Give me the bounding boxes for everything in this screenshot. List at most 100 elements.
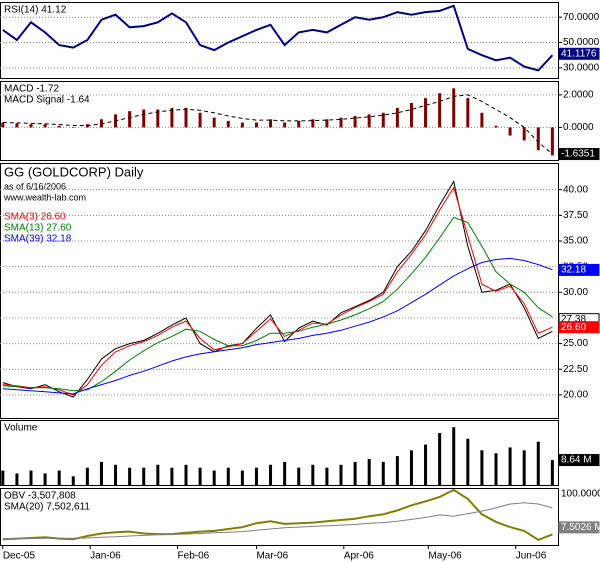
bar [57, 125, 61, 128]
x-tick-label: Dec-05 [3, 551, 36, 562]
y-tick-label: 37.50 [563, 210, 588, 221]
bar [128, 111, 132, 128]
bar [522, 450, 526, 485]
bar [381, 461, 385, 485]
bar [1, 122, 5, 128]
end-label-box [558, 263, 600, 276]
end-label: 7.5026 M [561, 522, 600, 533]
x-tick-label: Jan-06 [90, 551, 121, 562]
bar [198, 467, 202, 485]
y-tick-label: 20.00 [563, 390, 588, 401]
y-tick-label: 30.00 [563, 287, 588, 298]
series-line [2, 488, 553, 542]
bar [128, 467, 132, 485]
bar [297, 467, 301, 485]
panel [0, 2, 559, 79]
bar [283, 461, 287, 485]
bar [1, 470, 5, 485]
bar [15, 123, 19, 128]
bar [550, 127, 554, 156]
series-line [2, 4, 554, 72]
bar [184, 107, 188, 128]
bar [269, 119, 273, 128]
bar [325, 467, 329, 485]
bar [424, 444, 428, 485]
series-line [2, 502, 553, 540]
y-tick-label: 50.0000 [563, 37, 600, 48]
bar [170, 467, 174, 485]
y-tick-label: 22.50 [563, 364, 588, 375]
bar [240, 122, 244, 128]
bar [381, 112, 385, 128]
bar [29, 124, 33, 128]
series-line [2, 94, 553, 155]
y-tick-label: 40.00 [563, 184, 588, 195]
bar [339, 464, 343, 485]
bar [283, 122, 287, 128]
bar [367, 459, 371, 485]
end-label: 27.38 [561, 314, 586, 325]
end-label-box [558, 148, 600, 161]
bar [536, 441, 540, 485]
end-label: -1.6351 [561, 149, 595, 160]
legend-entry: MACD -1.72 [4, 84, 59, 95]
x-tick-label: May-06 [428, 551, 462, 562]
legend-entry: SMA(39) 32.18 [4, 234, 72, 245]
bar [99, 461, 103, 485]
chart-title: GG (GOLDCORP) Daily [4, 164, 144, 179]
bar [240, 470, 244, 485]
bar [43, 124, 47, 128]
bar [522, 127, 526, 141]
end-label-box [558, 47, 600, 60]
chart-title: RSI(14) 41.12 [4, 5, 67, 16]
end-label: 26.60 [561, 322, 586, 333]
legend-entry: SMA(3) 26.60 [4, 212, 66, 223]
bar [85, 467, 89, 485]
bar [466, 438, 470, 485]
bar [353, 116, 357, 128]
bar [466, 98, 470, 128]
bar [395, 456, 399, 485]
bar [156, 109, 160, 128]
y-tick-label: 35.00 [563, 236, 588, 247]
x-tick-label: Jun-06 [516, 551, 547, 562]
bar [71, 127, 75, 128]
bar [43, 473, 47, 485]
bar [198, 112, 202, 128]
bar [142, 109, 146, 128]
x-tick-label: Feb-06 [178, 551, 210, 562]
bar [438, 93, 442, 128]
end-label: 8.64 M [561, 455, 592, 466]
legend-entry: SMA(13) 27.60 [4, 223, 72, 234]
end-label: 32.18 [561, 265, 586, 276]
bar [226, 120, 230, 128]
end-label-box [558, 321, 600, 334]
series-line [2, 257, 553, 395]
series-line [2, 186, 553, 396]
bar [452, 427, 456, 485]
legend-entry: OBV -3,507,808 [4, 491, 76, 502]
bar [212, 470, 216, 485]
end-label-box [558, 521, 600, 534]
legend-entry: MACD Signal -1.64 [4, 95, 90, 106]
bar [353, 461, 357, 485]
bar [395, 107, 399, 128]
bar [480, 450, 484, 485]
bar [311, 119, 315, 128]
scale-label: 100.0000 [561, 489, 600, 500]
chart-source: www.wealth-lab.com [3, 192, 86, 202]
bar [29, 470, 33, 485]
y-tick-label: 0.0000 [563, 122, 594, 133]
bar [311, 464, 315, 485]
y-tick-label: 2.0000 [563, 89, 594, 100]
bar [494, 125, 498, 128]
bar [339, 117, 343, 128]
bar [71, 476, 75, 485]
bar [184, 464, 188, 485]
panel [0, 81, 559, 161]
bar [367, 114, 371, 128]
bar [212, 117, 216, 128]
bar [297, 120, 301, 128]
bar [409, 450, 413, 485]
